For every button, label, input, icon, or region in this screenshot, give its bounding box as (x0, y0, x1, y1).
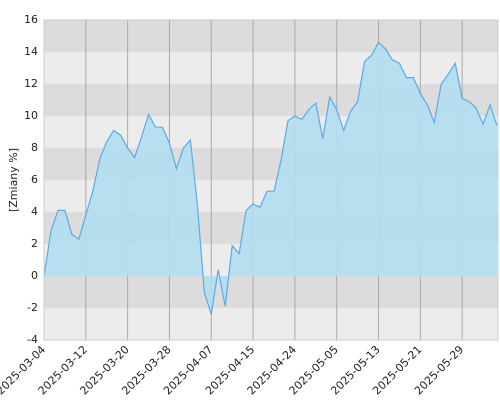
grid-band (44, 52, 498, 84)
line (43, 41, 498, 315)
y-tick-label: -2 (27, 301, 38, 314)
grid-band (44, 308, 498, 340)
area (44, 42, 497, 315)
y-tick-label: -4 (27, 333, 38, 346)
y-axis-label: [Zmiany %] (7, 148, 20, 212)
grid-band (44, 276, 498, 308)
grid-band (44, 20, 498, 52)
y-tick-label: 10 (24, 109, 38, 122)
plot-border (43, 19, 499, 341)
y-tick-label: 16 (24, 13, 38, 26)
y-tick-label: 8 (31, 141, 38, 154)
y-tick-label: 14 (24, 45, 38, 58)
y-tick-label: 4 (31, 205, 38, 218)
y-tick-label: 6 (31, 173, 38, 186)
y-tick-label: 12 (24, 77, 38, 90)
y-tick-label: 2 (31, 237, 38, 250)
y-tick-label: 0 (31, 269, 38, 282)
